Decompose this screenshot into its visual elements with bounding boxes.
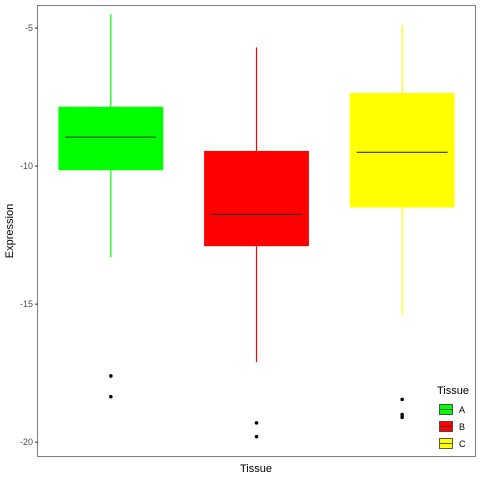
legend: Tissue ABC	[437, 385, 469, 449]
box-a	[58, 14, 164, 399]
legend-item-c: C	[439, 438, 466, 449]
outlier-point	[254, 434, 259, 439]
legend-label: B	[459, 422, 465, 432]
outlier-point	[400, 415, 404, 420]
y-tick-label: -10	[20, 161, 33, 171]
y-tick-label: -20	[20, 437, 33, 447]
outlier-point	[400, 397, 404, 402]
box-c	[349, 25, 455, 420]
boxes-layer	[58, 14, 455, 439]
iqr-box	[58, 106, 164, 171]
iqr-box	[204, 150, 309, 247]
legend-label: A	[459, 405, 465, 415]
legend-item-b: B	[439, 421, 465, 432]
legend-label: C	[459, 439, 466, 449]
y-tick-label: -5	[25, 23, 33, 33]
box-b	[204, 47, 309, 439]
x-axis-title: Tissue	[240, 463, 272, 475]
legend-title: Tissue	[437, 385, 469, 397]
outlier-point	[400, 412, 404, 417]
outlier-point	[109, 394, 113, 399]
y-axis-title: Expression	[4, 204, 16, 258]
y-axis: -5 -10 -15 -20	[20, 23, 38, 447]
iqr-box	[349, 92, 455, 208]
y-tick-label: -15	[20, 299, 33, 309]
outlier-point	[254, 421, 259, 425]
legend-item-a: A	[439, 404, 465, 415]
outlier-point	[109, 374, 113, 378]
